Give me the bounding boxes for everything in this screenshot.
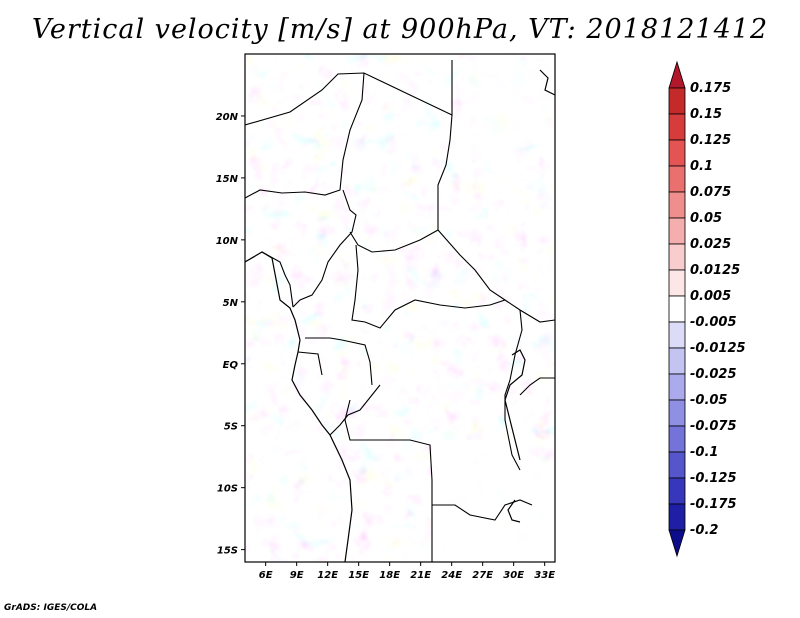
lon-tick-label: 12E	[317, 570, 338, 581]
lon-tick-label: 15E	[348, 570, 369, 581]
coastline	[245, 69, 555, 562]
colorbar-swatch	[668, 165, 686, 193]
colorbar-label: 0.05	[690, 211, 722, 226]
colorbar-label: 0.15	[690, 107, 722, 122]
lon-tick-label: 21E	[410, 570, 431, 581]
colorbar-swatch	[668, 477, 686, 505]
colorbar-swatch	[668, 399, 686, 427]
lat-tick-label: 20N	[216, 112, 239, 123]
lat-tick-label: EQ	[223, 360, 239, 371]
colorbar-label: 0.1	[690, 159, 713, 174]
colorbar-label: 0.075	[690, 185, 731, 200]
colorbar-label: -0.0125	[690, 341, 746, 356]
country-borders	[245, 60, 555, 562]
lon-tick-label: 30E	[503, 570, 524, 581]
colorbar-label: 0.025	[690, 237, 731, 252]
colorbar-top-arrow	[668, 60, 686, 89]
colorbar-swatch	[668, 425, 686, 453]
colorbar-label: 0.175	[690, 81, 731, 96]
colorbar-bottom-arrow	[668, 529, 686, 558]
colorbar-label: 0.125	[690, 133, 731, 148]
lat-tick-label: 5N	[223, 298, 239, 309]
colorbar-label: -0.025	[690, 367, 737, 382]
longitude-ticks: 6E 9E 12E 15E 18E 21E 24E 27E 30E 33E	[259, 562, 555, 581]
chart-title: Vertical velocity [m/s] at 900hPa, VT: 2…	[31, 14, 769, 45]
colorbar-label: -0.2	[690, 523, 718, 538]
colorbar-swatch	[668, 321, 686, 349]
colorbar-swatch	[668, 269, 686, 297]
colorbar: 0.175 0.15 0.125 0.1 0.075 0.05 0.025 0.0125 0.0…	[668, 60, 746, 558]
colorbar-swatch	[668, 295, 686, 323]
lon-tick-label: 33E	[534, 570, 555, 581]
lat-tick-label: 15S	[217, 546, 238, 557]
colorbar-label: 0.005	[690, 289, 731, 304]
latitude-ticks: 20N 15N 10N 5N EQ 5S 10S 15S	[216, 112, 245, 557]
colorbar-swatch	[668, 451, 686, 479]
lon-tick-label: 9E	[290, 570, 304, 581]
colorbar-label: -0.05	[690, 393, 727, 408]
colorbar-label: -0.075	[690, 419, 737, 434]
grads-credit: GrADS: IGES/COLA	[4, 603, 98, 613]
lon-tick-label: 18E	[379, 570, 400, 581]
colorbar-swatch	[668, 373, 686, 401]
colorbar-label: -0.1	[690, 445, 718, 460]
lat-tick-label: 10S	[217, 484, 238, 495]
colorbar-label: -0.125	[690, 471, 737, 486]
lon-tick-label: 6E	[259, 570, 273, 581]
colorbar-swatch	[668, 347, 686, 375]
lat-tick-label: 5S	[224, 422, 238, 433]
lon-tick-label: 24E	[441, 570, 462, 581]
colorbar-label: 0.0125	[690, 263, 740, 278]
lat-tick-label: 10N	[216, 236, 239, 247]
lat-tick-label: 15N	[216, 174, 239, 185]
lon-tick-label: 27E	[472, 570, 493, 581]
colorbar-swatch	[668, 87, 686, 115]
colorbar-swatch	[668, 191, 686, 219]
colorbar-swatch	[668, 243, 686, 271]
colorbar-label: -0.175	[690, 497, 737, 512]
map-frame	[244, 53, 556, 563]
colorbar-swatch	[668, 139, 686, 167]
colorbar-swatch	[668, 217, 686, 245]
colorbar-swatch	[668, 113, 686, 141]
colorbar-swatch	[668, 503, 686, 531]
colorbar-label: -0.005	[690, 315, 737, 330]
